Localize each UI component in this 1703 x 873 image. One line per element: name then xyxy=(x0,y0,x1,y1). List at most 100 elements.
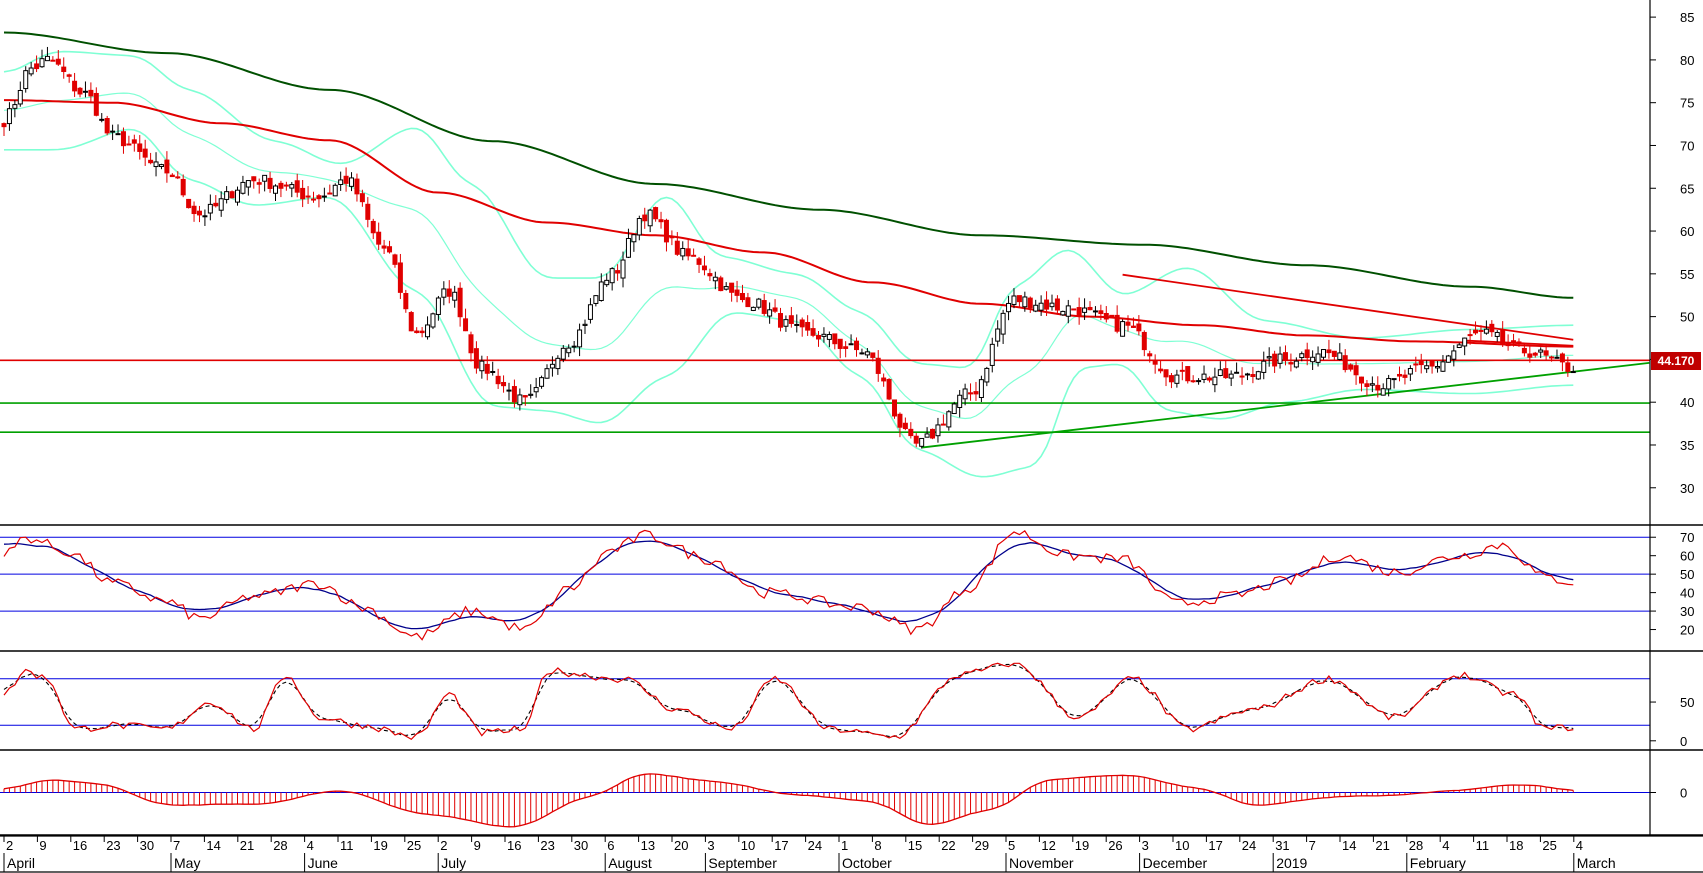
candle-up xyxy=(1407,368,1413,375)
candle-down xyxy=(392,254,398,265)
candle-down xyxy=(729,282,735,293)
day-tick-label: 3 xyxy=(1142,838,1149,853)
candle-up xyxy=(224,191,230,200)
candle-up xyxy=(957,394,963,408)
candle-down xyxy=(739,293,745,301)
candle-down xyxy=(810,328,816,336)
stochastic-tick-label: 50 xyxy=(1680,695,1694,710)
stochastic-tick-label: 0 xyxy=(1680,734,1687,749)
day-tick-label: 10 xyxy=(1175,838,1189,853)
candle-down xyxy=(1304,349,1310,359)
candle-down xyxy=(180,178,186,196)
candle-down xyxy=(843,346,849,349)
candle-up xyxy=(783,319,789,327)
month-label: July xyxy=(441,855,466,871)
day-tick-label: 16 xyxy=(507,838,521,853)
candle-up xyxy=(1380,388,1386,396)
candle-down xyxy=(1223,368,1229,379)
candle-down xyxy=(196,210,202,216)
candle-up xyxy=(289,184,295,189)
candle-down xyxy=(457,287,463,318)
candle-up xyxy=(625,237,631,258)
candle-down xyxy=(1342,355,1348,371)
candle-up xyxy=(539,377,545,387)
price-tick-label: 55 xyxy=(1680,267,1694,282)
bollinger-mid-line xyxy=(3,92,1574,420)
candle-down xyxy=(1353,365,1359,376)
candle-up xyxy=(767,309,773,317)
candle-down xyxy=(93,92,99,116)
candle-up xyxy=(919,437,925,447)
candle-up xyxy=(1049,302,1055,308)
candle-down xyxy=(473,348,479,369)
candle-down xyxy=(376,231,382,245)
candle-down xyxy=(511,386,517,403)
day-tick-label: 21 xyxy=(240,838,254,853)
candle-down xyxy=(50,59,56,62)
candle-down xyxy=(875,357,881,374)
candle-up xyxy=(723,286,729,290)
candle-down xyxy=(642,214,648,222)
candle-down xyxy=(1044,299,1050,310)
candle-down xyxy=(1016,295,1022,303)
candle-up xyxy=(1212,376,1218,386)
candle-up xyxy=(1310,356,1316,363)
candle-down xyxy=(1473,329,1479,334)
candle-down xyxy=(186,198,192,209)
candle-down xyxy=(1359,376,1364,384)
last-price-label-text: 44.170 xyxy=(1658,354,1695,368)
rsi-line xyxy=(3,529,1574,641)
day-tick-label: 24 xyxy=(808,838,822,853)
candle-up xyxy=(1386,378,1392,390)
candle-down xyxy=(387,246,393,253)
candle-up xyxy=(452,291,458,301)
candle-down xyxy=(1168,375,1174,383)
candle-down xyxy=(1109,314,1115,318)
candle-down xyxy=(1125,321,1131,326)
candle-down xyxy=(669,236,675,239)
candle-down xyxy=(484,363,490,374)
rsi-tick-label: 70 xyxy=(1680,530,1694,545)
candle-up xyxy=(430,313,436,328)
candle-up xyxy=(1538,349,1544,353)
candle-down xyxy=(1429,360,1435,367)
candle-up xyxy=(549,363,555,369)
candle-down xyxy=(854,340,860,351)
candle-up xyxy=(620,259,626,279)
candle-up xyxy=(349,177,355,187)
candle-down xyxy=(805,321,811,331)
price-tick-label: 65 xyxy=(1680,181,1694,196)
candle-down xyxy=(1141,331,1147,351)
candle-down xyxy=(381,245,387,249)
day-tick-label: 7 xyxy=(173,838,180,853)
candle-down xyxy=(1087,306,1093,311)
day-tick-label: 2 xyxy=(440,838,447,853)
day-tick-label: 2 xyxy=(6,838,13,853)
candle-up xyxy=(1299,353,1305,359)
candle-down xyxy=(1250,374,1256,378)
rsi-tick-label: 50 xyxy=(1680,567,1694,582)
candle-down xyxy=(311,198,317,201)
candle-up xyxy=(1277,353,1283,364)
candle-up xyxy=(490,371,496,374)
candle-up xyxy=(1315,353,1321,363)
candle-down xyxy=(397,262,403,293)
day-tick-label: 23 xyxy=(106,838,120,853)
price-tick-label: 30 xyxy=(1680,481,1694,496)
candle-down xyxy=(913,435,919,444)
candle-up xyxy=(1234,371,1240,374)
candle-up xyxy=(756,298,762,308)
day-tick-label: 6 xyxy=(607,838,614,853)
candle-up xyxy=(1440,361,1446,372)
candle-down xyxy=(1027,297,1033,309)
day-tick-label: 9 xyxy=(39,838,46,853)
candle-down xyxy=(1505,342,1511,347)
candle-up xyxy=(1255,371,1261,380)
candle-down xyxy=(902,422,908,430)
bollinger-upper-line xyxy=(3,50,1574,369)
candle-up xyxy=(44,55,50,62)
candle-up xyxy=(234,189,240,203)
candle-down xyxy=(1402,374,1408,378)
candle-down xyxy=(772,307,778,312)
day-tick-label: 4 xyxy=(307,838,314,853)
